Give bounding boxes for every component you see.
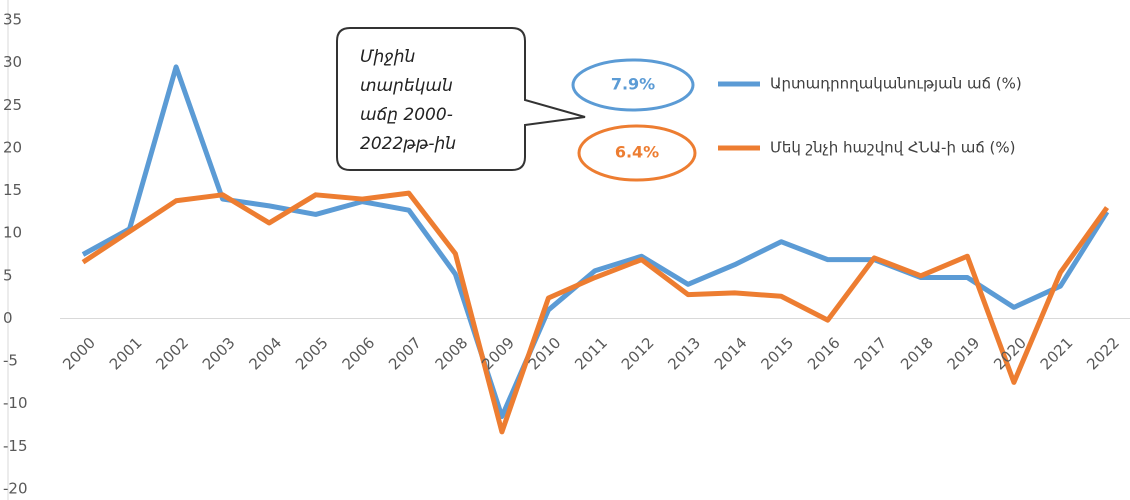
y-tick-label: 0	[3, 309, 13, 327]
x-tick-label: 2010	[525, 334, 565, 374]
y-tick-label: 10	[3, 224, 22, 242]
series-line	[81, 190, 1110, 435]
x-tick-label: 2001	[106, 334, 146, 374]
callout-text: տարեկան	[360, 76, 453, 96]
x-tick-label: 2004	[245, 334, 285, 374]
y-tick-label: 5	[3, 266, 13, 284]
x-tick-label: 2015	[757, 334, 797, 374]
y-tick-label: 25	[3, 96, 22, 114]
x-tick-label: 2008	[432, 334, 472, 374]
x-tick-label: 2000	[59, 334, 99, 374]
average-ellipse	[577, 124, 697, 182]
callout-box	[336, 27, 586, 171]
average-ellipse	[571, 58, 695, 112]
y-tick-label: -20	[3, 480, 28, 498]
legend-label: Մեկ շնչի հաշվով ՀՆԱ-ի աճ (%)	[770, 139, 1016, 157]
x-tick-label: 2007	[385, 334, 425, 374]
x-tick-label: 2005	[292, 334, 332, 374]
y-tick-label: 20	[3, 138, 22, 156]
x-tick-label: 2014	[711, 334, 751, 374]
x-tick-label: 2013	[664, 334, 704, 374]
callout-text: 2022թթ-ին	[360, 134, 456, 154]
x-tick-label: 2019	[944, 334, 984, 374]
x-tick-label: 2011	[571, 334, 611, 374]
callout-text: աճը 2000-	[360, 105, 453, 125]
legend-label: Արտադրողականության աճ (%)	[770, 75, 1022, 93]
x-tick-label: 2018	[897, 334, 937, 374]
x-tick-label: 2002	[152, 334, 192, 374]
x-tick-label: 2003	[199, 334, 239, 374]
y-tick-label: -10	[3, 394, 28, 412]
average-label: 6.4%	[615, 143, 659, 162]
y-tick-label: 15	[3, 181, 22, 199]
series-line	[81, 64, 1110, 420]
x-tick-label: 2009	[478, 334, 518, 374]
x-tick-label: 2012	[618, 334, 658, 374]
y-tick-label: -15	[3, 437, 28, 455]
x-tick-label: 2017	[851, 334, 891, 374]
y-tick-label: 35	[3, 11, 22, 29]
y-tick-label: 30	[3, 53, 22, 71]
x-tick-label: 2022	[1083, 334, 1123, 374]
x-tick-label: 2016	[804, 334, 844, 374]
x-tick-label: 2006	[339, 334, 379, 374]
callout-text: Միջին	[360, 47, 416, 67]
y-tick-label: -5	[3, 352, 18, 370]
x-tick-label: 2021	[1037, 334, 1077, 374]
average-label: 7.9%	[611, 75, 655, 94]
